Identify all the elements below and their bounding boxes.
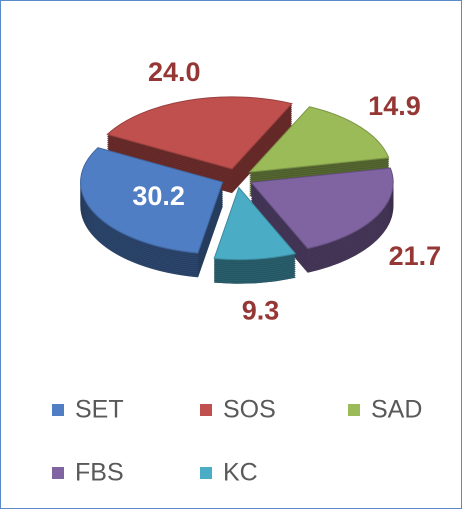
value-label: 14.9: [368, 91, 421, 121]
value-labels: 30.2 24.0 14.9 21.7 9.3: [132, 57, 441, 326]
legend-swatch: [200, 467, 212, 479]
slice: [80, 147, 224, 254]
value-label: 9.3: [242, 296, 280, 326]
legend-label: SAD: [371, 396, 422, 424]
legend-label: FBS: [75, 459, 124, 487]
legend-swatch: [52, 467, 64, 479]
legend-swatch: [200, 404, 212, 416]
value-label: 24.0: [148, 57, 201, 87]
slice: [106, 96, 293, 170]
legend-label: SOS: [223, 396, 276, 424]
legend-label: KC: [223, 459, 258, 487]
slice: [250, 167, 394, 250]
slice: [248, 106, 390, 173]
slice: [213, 186, 297, 261]
value-label: 21.7: [389, 241, 442, 271]
legend: SET SOS SAD FBS KC: [52, 396, 422, 487]
legend-label: SET: [75, 396, 124, 424]
value-label: 30.2: [132, 181, 185, 211]
legend-swatch: [52, 404, 64, 416]
slice-tops: [80, 96, 394, 261]
legend-swatch: [348, 404, 360, 416]
